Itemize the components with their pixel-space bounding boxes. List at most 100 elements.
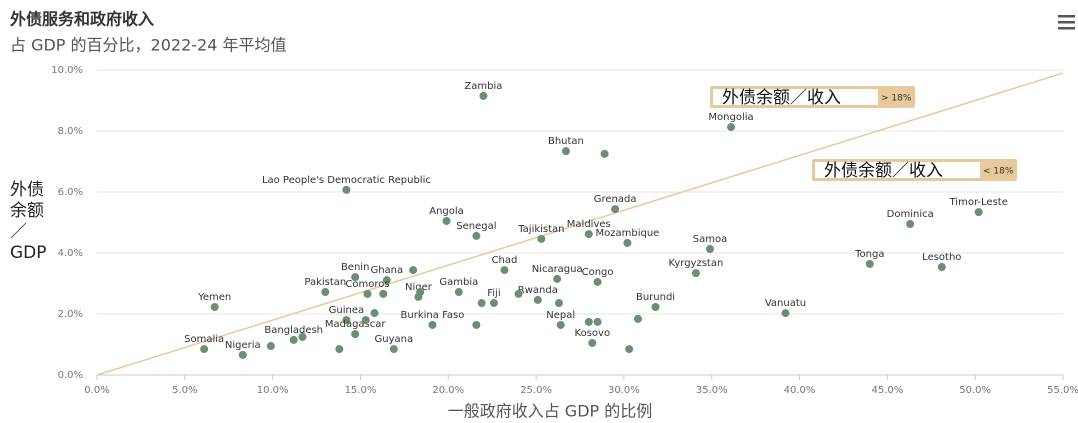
point <box>479 91 488 100</box>
point <box>342 316 351 325</box>
point <box>370 309 379 318</box>
point-label: Fiji <box>487 288 500 299</box>
point-label: Tonga <box>854 249 884 260</box>
point <box>489 299 498 308</box>
point-label: Mozambique <box>596 228 660 239</box>
point <box>514 289 523 298</box>
point <box>363 289 372 298</box>
point-label: Benin <box>341 262 369 273</box>
point-label: Congo <box>582 267 614 278</box>
point-label: Grenada <box>594 194 637 205</box>
y-axis-label: 余额 <box>10 201 44 221</box>
point <box>379 289 388 298</box>
point <box>409 266 418 275</box>
y-tick-label: 4.0% <box>58 248 83 259</box>
point-label: Lesotho <box>922 252 961 263</box>
point <box>623 238 632 247</box>
point-label: Madagascar <box>325 319 387 330</box>
point-label: Comoros <box>345 279 389 290</box>
point-label: Gambia <box>439 277 478 288</box>
point-label: Nicaragua <box>532 264 583 275</box>
point-label: Niger <box>405 282 433 293</box>
point-label: Nepal <box>546 310 575 321</box>
point <box>556 320 565 329</box>
point <box>974 208 983 217</box>
point-label: Timor-Leste <box>949 197 1008 208</box>
x-tick-label: 30.0% <box>608 385 640 396</box>
point <box>428 320 437 329</box>
point <box>651 302 660 311</box>
point-label: Guinea <box>329 305 364 316</box>
annotation-text: 外债余额／收入 <box>722 88 841 108</box>
point <box>321 288 330 297</box>
point-label: Zambia <box>464 81 502 92</box>
point <box>593 277 602 286</box>
point <box>584 317 593 326</box>
y-axis-label: 外债 <box>10 180 44 200</box>
point-label: Guyana <box>375 334 414 345</box>
point <box>705 245 714 254</box>
point <box>266 342 275 351</box>
annotation-tag: < 18% <box>983 167 1014 177</box>
point <box>416 288 425 297</box>
point <box>351 273 360 282</box>
x-tick-label: 35.0% <box>696 385 728 396</box>
point <box>454 288 463 297</box>
point <box>584 230 593 239</box>
x-tick-label: 0.0% <box>84 385 109 396</box>
point <box>477 299 486 308</box>
x-axis-label: 一般政府收入占 GDP 的比例 <box>448 402 653 421</box>
point <box>298 332 307 341</box>
point-label: Yemen <box>197 292 231 303</box>
point-label: Tajikistan <box>517 224 564 235</box>
point-label: Burkina Faso <box>401 310 465 321</box>
annotation: 外债余额／收入 > 18% <box>710 86 915 108</box>
y-axis-label: GDP <box>10 243 47 263</box>
chart-subtitle: 占 GDP 的百分比，2022-24 年平均值 <box>10 36 286 55</box>
point <box>691 269 700 278</box>
y-tick-label: 0.0% <box>58 370 83 381</box>
point <box>625 345 634 354</box>
point <box>611 205 620 214</box>
y-tick-label: 8.0% <box>58 126 83 137</box>
x-tick-label: 55.0% <box>1047 385 1078 396</box>
point <box>553 274 562 283</box>
annotation-inner <box>815 162 980 178</box>
point-label: Ghana <box>370 265 403 276</box>
point-label: Chad <box>492 255 518 266</box>
point-label: Vanuatu <box>765 298 806 309</box>
point <box>533 295 542 304</box>
x-tick-label: 50.0% <box>959 385 991 396</box>
point-label: Maldives <box>567 219 611 230</box>
x-tick-label: 15.0% <box>345 385 377 396</box>
chart-title: 外债服务和政府收入 <box>9 10 154 29</box>
point-label: Nigeria <box>225 340 261 351</box>
y-axis-label: ／ <box>10 222 27 242</box>
point <box>593 317 602 326</box>
point <box>342 185 351 194</box>
reference-line <box>96 72 1064 376</box>
annotation-inner <box>713 89 878 105</box>
x-tick-label: 25.0% <box>520 385 552 396</box>
annotation: 外债余额／收入 < 18% <box>812 159 1017 181</box>
y-tick-label: 2.0% <box>58 309 83 320</box>
menu-icon[interactable] <box>1058 15 1075 30</box>
point <box>382 276 391 285</box>
point <box>238 350 247 359</box>
point <box>906 220 915 229</box>
point <box>588 338 597 347</box>
point <box>561 147 570 156</box>
point-label: Samoa <box>693 234 727 245</box>
point-label: Bangladesh <box>264 325 323 336</box>
point <box>633 314 642 323</box>
point <box>537 234 546 243</box>
point <box>289 335 298 344</box>
point <box>937 263 946 272</box>
point-label: Somalia <box>184 334 224 345</box>
point-label: Burundi <box>636 292 675 303</box>
point <box>200 345 209 354</box>
y-tick-label: 6.0% <box>58 187 83 198</box>
point <box>389 345 398 354</box>
